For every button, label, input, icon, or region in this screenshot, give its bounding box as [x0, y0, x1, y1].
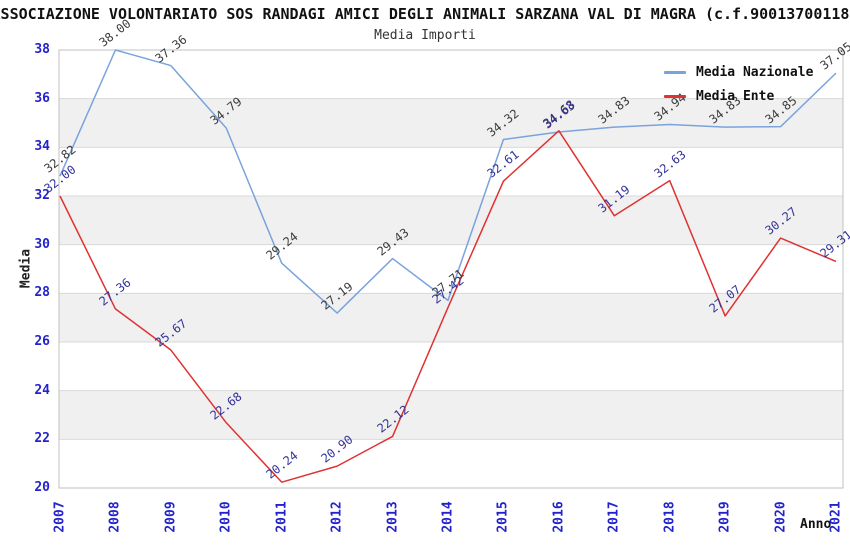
chart-title: ASSOCIAZIONE VOLONTARIATO SOS RANDAGI AM…: [0, 5, 850, 23]
x-tick-label: 2016: [551, 501, 567, 533]
x-tick-label: 2009: [163, 501, 179, 533]
nazionale-line-swatch-icon: [664, 70, 686, 74]
y-tick-label: 24: [34, 382, 50, 398]
ente-series-line: [59, 130, 837, 483]
legend-label: Media Ente: [696, 88, 775, 104]
ente-line-swatch-icon: [664, 94, 686, 98]
legend: Media Nazionale Media Ente: [664, 60, 813, 108]
x-tick-label: 2018: [662, 501, 678, 533]
nazionale-series-line: [59, 49, 837, 314]
y-tick-label: 28: [34, 285, 50, 301]
y-tick-label: 30: [34, 236, 50, 252]
x-tick-label: 2017: [606, 501, 622, 533]
legend-item-nazionale: Media Nazionale: [664, 60, 813, 84]
y-tick-label: 34: [34, 139, 50, 155]
x-tick-label: 2011: [274, 501, 290, 533]
y-tick-label: 26: [34, 334, 50, 349]
legend-item-ente: Media Ente: [664, 84, 813, 108]
legend-label: Media Nazionale: [696, 64, 814, 80]
x-tick-label: 2007: [52, 501, 68, 533]
y-tick-label: 36: [34, 90, 50, 106]
y-tick-label: 32: [34, 188, 50, 203]
x-tick-label: 2019: [717, 501, 733, 533]
plot-border: [58, 49, 844, 489]
plot-band: [59, 196, 843, 245]
y-tick-label: 38: [34, 42, 50, 57]
x-tick-label: 2010: [218, 501, 234, 533]
x-axis-title: Anno: [800, 517, 832, 532]
chart-subtitle: Media Importi: [374, 28, 476, 43]
x-tick-label: 2012: [329, 501, 345, 533]
plot-band: [59, 98, 843, 148]
x-tick-label: 2020: [773, 501, 789, 533]
y-tick-label: 22: [34, 431, 50, 447]
x-tick-label: 2008: [107, 501, 123, 533]
y-tick-label: 20: [34, 480, 50, 495]
x-tick-label: 2013: [385, 501, 401, 533]
x-tick-label: 2015: [495, 501, 511, 533]
y-axis-title: Media: [18, 248, 34, 289]
plot-band: [59, 390, 843, 440]
x-tick-label: 2014: [440, 501, 456, 533]
